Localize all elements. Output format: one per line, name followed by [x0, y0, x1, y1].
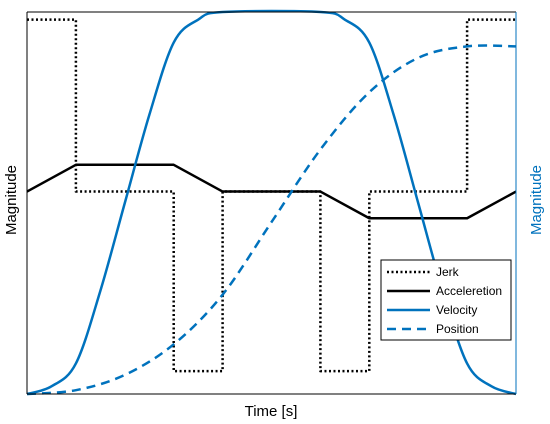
- legend-label-jerk: Jerk: [436, 265, 460, 279]
- y-axis-title-left: Magnitude: [3, 165, 20, 235]
- legend: Jerk Acceleretion Velocity Position: [380, 259, 512, 341]
- series-line-acceleration: [26, 163, 517, 220]
- legend-items: Jerk Acceleretion Velocity Position: [387, 265, 502, 336]
- legend-label-velocity: Velocity: [436, 303, 477, 317]
- x-axis-title: Time [s]: [245, 403, 298, 420]
- series-line-position: [26, 44, 517, 396]
- legend-label-acceleration: Acceleretion: [436, 284, 502, 298]
- legend-box: [380, 259, 512, 341]
- legend-label-position: Position: [436, 322, 479, 336]
- y-axis-title-right: Magnitude: [528, 165, 545, 235]
